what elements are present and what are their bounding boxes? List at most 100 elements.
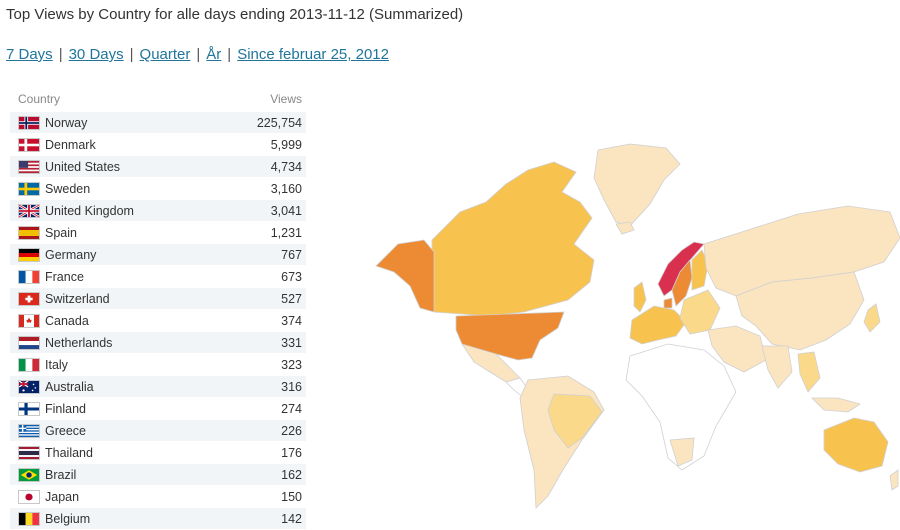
country-name[interactable]: Italy bbox=[45, 358, 68, 372]
germany-flag-icon bbox=[18, 248, 40, 262]
map-region-russia[interactable] bbox=[703, 205, 900, 297]
period-separator: | bbox=[58, 46, 63, 63]
country-views: 374 bbox=[281, 314, 302, 328]
country-name[interactable]: Finland bbox=[45, 402, 86, 416]
country-views: 316 bbox=[281, 380, 302, 394]
country-views: 150 bbox=[281, 490, 302, 504]
map-region-eastern-europe[interactable] bbox=[679, 289, 721, 335]
table-header: Country Views bbox=[10, 90, 306, 112]
country-name[interactable]: Australia bbox=[45, 380, 94, 394]
country-name[interactable]: Norway bbox=[45, 116, 88, 130]
country-name[interactable]: Spain bbox=[45, 226, 77, 240]
table-row[interactable]: United States 4,734 bbox=[10, 156, 306, 178]
table-row[interactable]: Japan 150 bbox=[10, 486, 306, 508]
brazil-flag-icon bbox=[18, 468, 40, 482]
country-views: 331 bbox=[281, 336, 302, 350]
country-views: 176 bbox=[281, 446, 302, 460]
country-views: 323 bbox=[281, 358, 302, 372]
table-row[interactable]: Belgium 142 bbox=[10, 508, 306, 530]
italy-flag-icon bbox=[18, 358, 40, 372]
map-region-indonesia[interactable] bbox=[811, 397, 861, 413]
map-region-brazil[interactable] bbox=[547, 393, 603, 449]
country-name[interactable]: Greece bbox=[45, 424, 86, 438]
views-column-header: Views bbox=[270, 92, 302, 106]
france-flag-icon bbox=[18, 270, 40, 284]
world-map[interactable] bbox=[368, 140, 900, 523]
map-region-norway[interactable] bbox=[657, 241, 705, 297]
table-row[interactable]: Brazil 162 bbox=[10, 464, 306, 486]
table-row[interactable]: Thailand 176 bbox=[10, 442, 306, 464]
country-name[interactable]: Belgium bbox=[45, 512, 91, 526]
country-name[interactable]: Canada bbox=[45, 314, 89, 328]
period-all-time-link[interactable]: Since februar 25, 2012 bbox=[237, 46, 389, 63]
map-region-finland[interactable] bbox=[691, 249, 709, 291]
period-30-days-link[interactable]: 30 Days bbox=[68, 46, 124, 63]
norway-flag-icon bbox=[18, 116, 40, 130]
country-views: 1,231 bbox=[270, 226, 302, 240]
map-region-western-europe[interactable] bbox=[629, 305, 687, 345]
denmark-flag-icon bbox=[18, 138, 40, 152]
country-name[interactable]: Switzerland bbox=[45, 292, 110, 306]
map-region-greenland[interactable] bbox=[593, 143, 681, 227]
table-row[interactable]: Canada 374 bbox=[10, 310, 306, 332]
country-views: 226 bbox=[281, 424, 302, 438]
map-region-india[interactable] bbox=[761, 345, 793, 389]
switzerland-flag-icon bbox=[18, 292, 40, 306]
map-region-south-africa[interactable] bbox=[669, 437, 695, 467]
table-row[interactable]: Sweden 3,160 bbox=[10, 178, 306, 200]
table-row[interactable]: Netherlands 331 bbox=[10, 332, 306, 354]
map-region-new-zealand[interactable] bbox=[889, 469, 899, 491]
table-row[interactable]: Australia 316 bbox=[10, 376, 306, 398]
country-views: 5,999 bbox=[270, 138, 302, 152]
map-region-middle-east[interactable] bbox=[707, 325, 767, 373]
country-name[interactable]: Denmark bbox=[45, 138, 96, 152]
map-region-usa[interactable] bbox=[455, 311, 565, 361]
map-region-canada[interactable] bbox=[431, 161, 595, 317]
country-name[interactable]: United Kingdom bbox=[45, 204, 134, 218]
country-name[interactable]: France bbox=[45, 270, 84, 284]
map-region-denmark[interactable] bbox=[663, 297, 673, 309]
table-row[interactable]: United Kingdom 3,041 bbox=[10, 200, 306, 222]
japan-flag-icon bbox=[18, 490, 40, 504]
netherlands-flag-icon bbox=[18, 336, 40, 350]
table-row[interactable]: Italy 323 bbox=[10, 354, 306, 376]
map-region-iceland[interactable] bbox=[615, 221, 635, 235]
finland-flag-icon bbox=[18, 402, 40, 416]
world-map-svg bbox=[375, 143, 900, 509]
country-name[interactable]: Thailand bbox=[45, 446, 93, 460]
table-row[interactable]: Greece 226 bbox=[10, 420, 306, 442]
table-row[interactable]: Germany 767 bbox=[10, 244, 306, 266]
table-body: Norway 225,754 Denmark 5,999 United States 4,… bbox=[10, 112, 306, 530]
country-name[interactable]: United States bbox=[45, 160, 121, 174]
country-views-table: Country Views Norway 225,754 Denmark 5,999 U… bbox=[10, 90, 306, 530]
map-region-alaska[interactable] bbox=[375, 239, 435, 313]
page-title: Top Views by Country for alle days endin… bbox=[6, 6, 464, 23]
country-name[interactable]: Sweden bbox=[45, 182, 91, 196]
map-region-africa[interactable] bbox=[625, 343, 737, 471]
map-region-australia[interactable] bbox=[823, 417, 889, 473]
country-name[interactable]: Germany bbox=[45, 248, 97, 262]
map-region-asia[interactable] bbox=[735, 271, 865, 351]
table-row[interactable]: France 673 bbox=[10, 266, 306, 288]
country-views: 3,160 bbox=[270, 182, 302, 196]
map-region-uk[interactable] bbox=[633, 281, 647, 313]
period-year-link[interactable]: År bbox=[206, 46, 222, 63]
table-row[interactable]: Finland 274 bbox=[10, 398, 306, 420]
map-region-southeast-asia[interactable] bbox=[797, 351, 821, 393]
country-name[interactable]: Japan bbox=[45, 490, 80, 504]
period-selector: 7 Days | 30 Days | Quarter | År | Since februar … bbox=[6, 46, 389, 63]
table-row[interactable]: Norway 225,754 bbox=[10, 112, 306, 134]
country-views: 4,734 bbox=[270, 160, 302, 174]
table-row[interactable]: Denmark 5,999 bbox=[10, 134, 306, 156]
canada-flag-icon bbox=[18, 314, 40, 328]
period-7-days-link[interactable]: 7 Days bbox=[6, 46, 53, 63]
map-region-japan[interactable] bbox=[863, 303, 881, 333]
country-views: 225,754 bbox=[256, 116, 302, 130]
country-name[interactable]: Netherlands bbox=[45, 336, 113, 350]
greece-flag-icon bbox=[18, 424, 40, 438]
table-row[interactable]: Spain 1,231 bbox=[10, 222, 306, 244]
period-quarter-link[interactable]: Quarter bbox=[139, 46, 191, 63]
country-views: 162 bbox=[281, 468, 302, 482]
country-name[interactable]: Brazil bbox=[45, 468, 77, 482]
table-row[interactable]: Switzerland 527 bbox=[10, 288, 306, 310]
